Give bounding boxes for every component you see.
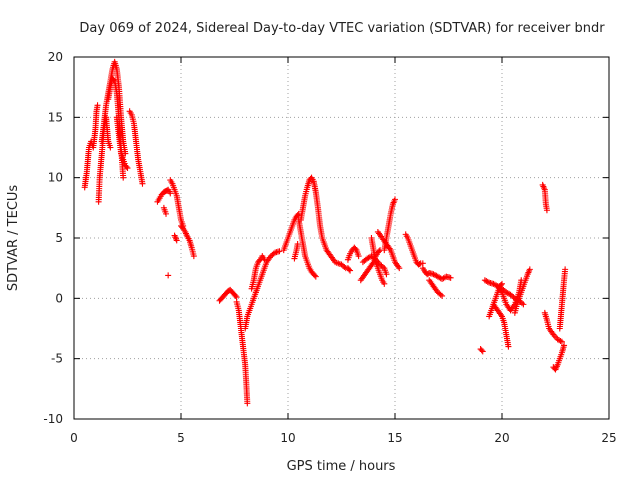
data-point [518,300,525,307]
data-point [526,266,533,273]
data-point [499,280,505,287]
data-point [416,260,423,267]
data-point [345,266,352,273]
data-point [123,163,130,170]
data-point [439,292,446,299]
data-point [543,207,550,214]
y-tick-label: -10 [43,412,63,426]
data-point [561,342,568,349]
data-point [312,273,319,280]
data-point [379,263,386,270]
data-point [375,248,382,255]
data-point [294,212,301,219]
data-point [190,253,197,260]
data-point [139,180,146,187]
data-point [447,274,454,281]
data-point [520,301,527,308]
data-point [167,190,174,197]
chart-title: Day 069 of 2024, Sidereal Day-to-day VTE… [79,21,605,36]
x-axis-label: GPS time / hours [287,459,396,474]
data-point [244,400,251,407]
data-point [120,174,127,181]
data-point [437,291,444,298]
y-tick-label: -5 [51,352,63,366]
x-tick-label: 10 [280,431,295,445]
data-point [347,267,354,274]
y-tick-label: 0 [55,291,63,305]
data-point [294,241,301,248]
data-point [163,210,170,217]
data-point [110,76,117,83]
data-point [173,237,180,244]
data-series-sdtvar [81,58,569,407]
data-point [341,263,348,270]
data-point [355,253,362,260]
x-tick-label: 20 [494,431,509,445]
data-point [179,224,186,231]
data-point [165,272,172,279]
data-point [352,245,359,252]
data-point [558,338,565,345]
data-point [478,347,485,354]
data-point [256,257,263,264]
x-tick-label: 0 [70,431,78,445]
data-point [383,271,390,278]
data-point [94,102,101,109]
data-point [107,144,114,151]
x-tick-label: 5 [177,431,185,445]
data-point [557,337,564,344]
y-tick-label: 15 [48,110,63,124]
data-point [562,266,569,273]
data-point [484,278,491,285]
x-tick-label: 15 [387,431,402,445]
data-point [232,292,239,299]
data-point [396,265,403,272]
data-point [381,280,388,287]
grid-lines [74,57,609,419]
y-axis-label: SDTVAR / TECUs [6,185,21,292]
x-tick-label: 25 [601,431,616,445]
data-point [311,272,318,279]
data-point [392,196,398,203]
y-tick-label: 10 [48,171,63,185]
plot-frame [73,56,610,420]
y-tick-label: 20 [48,50,63,64]
data-point [505,343,512,350]
data-point [124,165,131,172]
data-point [276,248,283,255]
y-tick-label: 5 [55,231,63,245]
data-point [479,348,486,355]
